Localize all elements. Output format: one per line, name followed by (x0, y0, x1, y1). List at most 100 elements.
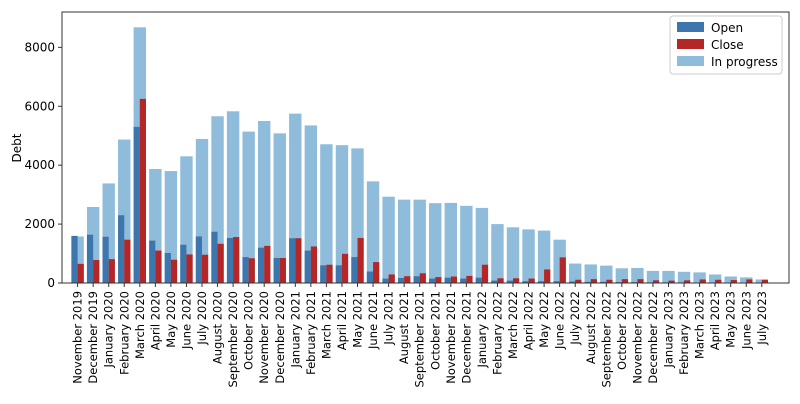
close-bar (544, 269, 550, 283)
open-bar (429, 279, 435, 283)
in-progress-bar (507, 227, 519, 283)
x-tick-label: June 2022 (553, 291, 567, 350)
close-bar (389, 274, 395, 283)
legend-label: Close (711, 38, 744, 52)
x-tick-label: May 2020 (164, 291, 178, 348)
x-tick-label: September 2022 (599, 291, 613, 388)
legend: Open Close In progress (670, 16, 782, 74)
in-progress-bar (460, 206, 472, 283)
x-tick-label: August 2022 (584, 291, 598, 364)
x-tick-label: March 2020 (133, 291, 147, 359)
y-tick-label: 8000 (24, 40, 55, 54)
x-tick-label: May 2022 (537, 291, 551, 348)
close-bar (746, 279, 752, 283)
in-progress-bar (414, 200, 426, 283)
close-bar (249, 258, 255, 283)
in-progress-bar (491, 224, 503, 283)
close-bar (420, 273, 426, 283)
close-bar (622, 279, 628, 283)
open-bar (414, 276, 420, 283)
x-tick-label: June 2020 (179, 291, 193, 350)
open-bar (274, 258, 280, 283)
x-tick-label: July 2022 (568, 291, 582, 346)
close-bar (373, 262, 379, 283)
open-bar (258, 248, 264, 283)
x-tick-label: March 2022 (506, 291, 520, 359)
close-bar (326, 265, 332, 283)
close-bar (311, 246, 317, 283)
close-bar (78, 264, 84, 283)
close-bar (171, 260, 177, 283)
in-progress-series (71, 27, 768, 283)
close-bar (560, 257, 566, 283)
open-bar (351, 257, 357, 283)
close-bar (202, 255, 208, 283)
y-tick-label: 0 (47, 276, 55, 290)
x-tick-label: September 2021 (413, 291, 427, 388)
open-bar (134, 127, 140, 283)
close-bar (295, 238, 301, 283)
open-bar (87, 235, 93, 283)
legend-swatch (677, 39, 704, 49)
close-bar (280, 258, 286, 283)
close-bar (466, 276, 472, 283)
x-tick-label: February 2020 (117, 291, 131, 375)
x-tick-label: November 2019 (71, 291, 85, 384)
x-tick-label: August 2020 (211, 291, 225, 364)
close-bar (342, 254, 348, 283)
open-bar (165, 253, 171, 283)
open-bar (460, 279, 466, 283)
x-tick-label: January 2020 (102, 291, 116, 369)
x-tick-label: February 2022 (490, 291, 504, 375)
x-tick-label: October 2020 (242, 291, 256, 370)
open-bar (180, 245, 186, 283)
x-tick-label: February 2021 (304, 291, 318, 375)
x-tick-label: August 2021 (397, 291, 411, 364)
close-bar (435, 277, 441, 283)
open-bar (118, 215, 124, 283)
x-tick-label: December 2022 (646, 291, 660, 384)
x-tick-label: February 2023 (677, 291, 691, 375)
open-bar (242, 257, 248, 283)
close-bar (529, 279, 535, 283)
in-progress-bar (320, 144, 332, 283)
open-bar (445, 278, 451, 283)
x-tick-label: January 2023 (662, 291, 676, 369)
close-bar (186, 254, 192, 283)
in-progress-bar (398, 200, 410, 283)
in-progress-bar (382, 197, 394, 283)
close-bar (637, 279, 643, 283)
x-tick-label: October 2021 (428, 291, 442, 370)
x-tick-label: September 2020 (226, 291, 240, 388)
close-bar (358, 238, 364, 283)
open-bar (476, 278, 482, 283)
x-tick-label: June 2023 (739, 291, 753, 350)
x-tick-label: July 2020 (195, 291, 209, 346)
x-tick-label: December 2020 (273, 291, 287, 384)
x-tick-label: January 2022 (475, 291, 489, 369)
close-bar (109, 259, 115, 283)
x-tick-label: October 2022 (615, 291, 629, 370)
x-tick-label: July 2023 (755, 291, 769, 346)
x-tick-label: March 2023 (693, 291, 707, 359)
close-bar (451, 277, 457, 283)
legend-swatch (677, 56, 704, 66)
close-bar (700, 279, 706, 283)
open-bar (382, 279, 388, 283)
x-tick-label: December 2019 (86, 291, 100, 384)
y-tick-label: 6000 (24, 99, 55, 113)
close-bar (218, 244, 224, 283)
x-tick-label: April 2021 (335, 291, 349, 350)
y-tick-label: 4000 (24, 158, 55, 172)
x-tick-label: December 2021 (459, 291, 473, 384)
x-tick-label: April 2023 (708, 291, 722, 350)
open-bar (71, 236, 77, 283)
close-bar (124, 240, 130, 283)
close-bar (513, 278, 519, 283)
legend-label: Open (711, 21, 743, 35)
legend-label: In progress (711, 55, 778, 69)
